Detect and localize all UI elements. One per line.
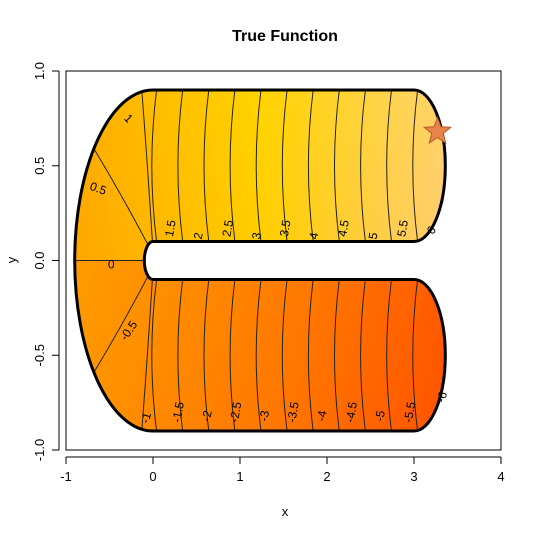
- contour-line: [177, 89, 184, 242]
- contour-line: [307, 89, 314, 242]
- contour-label: -3.5: [284, 400, 301, 423]
- contour-line: [255, 89, 262, 242]
- x-tick-label: -1: [60, 469, 72, 484]
- y-tick-label: 0.0: [32, 251, 47, 269]
- contour-line: [281, 89, 288, 242]
- contour-line: [92, 266, 154, 375]
- x-tick-label: 1: [236, 469, 243, 484]
- contour-line: [412, 89, 419, 242]
- contour-line: [229, 89, 236, 242]
- y-axis-title: y: [4, 256, 19, 263]
- contour-line: [203, 279, 210, 432]
- contour-labels: 10.50-0.5-11.5 2 2.5 3 3.5 4 4.5 5 5.5 6-1.5 -2 -2.…: [88, 111, 450, 425]
- contour-label: -5.5: [401, 400, 418, 423]
- contour-line: [281, 279, 288, 432]
- contour-label: -3: [257, 409, 273, 422]
- contour-label: -1: [138, 411, 154, 425]
- contour-line: [141, 89, 154, 252]
- contour-label: -5: [372, 409, 388, 422]
- contour-label: 0.5: [88, 179, 109, 198]
- y-tick-label: 1.0: [32, 62, 47, 80]
- horseshoe-domain: [74, 89, 446, 432]
- contour-line: [151, 279, 158, 432]
- x-tick-label: 3: [410, 469, 417, 484]
- contour-line: [151, 89, 158, 242]
- contour-lines: [74, 89, 419, 432]
- contour-line: [386, 89, 392, 242]
- domain-outline: [73, 88, 447, 433]
- contour-label: 4.5: [335, 219, 352, 238]
- contour-label: 0: [108, 257, 115, 271]
- x-axis-title: x: [282, 504, 289, 519]
- contour-label: 5.5: [394, 219, 411, 238]
- contour-label: -2: [199, 409, 215, 422]
- x-tick-label: 0: [149, 469, 156, 484]
- contour-label: 2: [191, 231, 206, 240]
- contour-line: [360, 89, 366, 242]
- y-tick-label: -0.5: [32, 344, 47, 366]
- contour-label: -2.5: [227, 400, 244, 423]
- y-axis: -1.0 -0.5 0.0 0.5 1.0: [32, 62, 60, 461]
- contour-label: 3.5: [277, 219, 294, 238]
- y-tick-label: 0.5: [32, 157, 47, 175]
- y-tick-label: -1.0: [32, 439, 47, 461]
- domain-fill-left: [74, 89, 446, 432]
- contour-line: [360, 279, 366, 432]
- contour-line: [412, 279, 419, 432]
- contour-label: -4.5: [343, 400, 360, 423]
- contour-label: -4: [314, 409, 330, 422]
- x-tick-label: 2: [323, 469, 330, 484]
- star-marker: [422, 116, 453, 145]
- contour-label: 3: [249, 231, 264, 240]
- contour-line: [141, 269, 154, 432]
- contour-line: [334, 89, 340, 242]
- contour-label: 1.5: [162, 219, 179, 238]
- contour-label: 2.5: [219, 219, 236, 238]
- contour-line: [386, 279, 392, 432]
- contour-label: 5: [366, 231, 381, 240]
- contour-label: -1.5: [170, 400, 187, 423]
- x-tick-label: 4: [497, 469, 504, 484]
- contour-line: [203, 89, 210, 242]
- contour-label: -6: [433, 389, 450, 404]
- plot-frame: [65, 70, 502, 451]
- contour-line: [334, 279, 340, 432]
- x-axis: -1 0 1 2 3 4: [60, 456, 505, 484]
- chart-title: True Function: [232, 28, 338, 45]
- contour-label: 4: [306, 231, 321, 240]
- contour-line: [229, 279, 236, 432]
- contour-line: [177, 279, 184, 432]
- contour-line: [92, 146, 154, 255]
- contour-line: [255, 279, 262, 432]
- contour-line: [307, 279, 314, 432]
